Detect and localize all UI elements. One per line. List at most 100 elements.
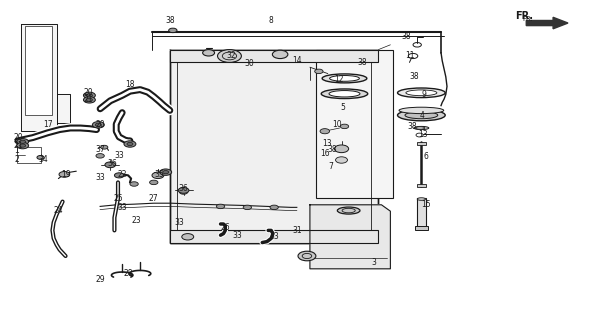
Polygon shape: [310, 205, 390, 269]
Text: 16: 16: [320, 149, 330, 158]
Circle shape: [272, 50, 288, 59]
Text: 30: 30: [244, 60, 254, 68]
Text: 20: 20: [83, 88, 93, 97]
Text: 15: 15: [421, 200, 431, 209]
Circle shape: [150, 180, 158, 185]
Text: 38: 38: [165, 16, 175, 25]
Circle shape: [114, 173, 124, 178]
Text: FR.: FR.: [522, 16, 533, 22]
Text: 33: 33: [174, 218, 184, 227]
Ellipse shape: [330, 76, 359, 81]
Text: 2: 2: [14, 156, 19, 164]
Bar: [417, 142, 426, 145]
Text: 37: 37: [95, 145, 105, 154]
Bar: [417, 198, 426, 227]
Ellipse shape: [415, 127, 424, 129]
Text: 18: 18: [125, 80, 135, 89]
Bar: [170, 50, 378, 243]
Circle shape: [20, 144, 26, 147]
Text: 19: 19: [61, 170, 70, 179]
Text: 33: 33: [95, 173, 105, 182]
Circle shape: [127, 142, 133, 146]
Polygon shape: [21, 24, 70, 131]
Bar: [170, 230, 378, 243]
Bar: [25, 26, 52, 115]
Text: 36: 36: [107, 159, 117, 168]
Polygon shape: [526, 17, 568, 29]
Circle shape: [298, 251, 316, 261]
Circle shape: [243, 205, 252, 210]
Text: 38: 38: [402, 32, 411, 41]
Text: 6: 6: [424, 152, 429, 161]
Ellipse shape: [399, 107, 443, 114]
Text: 26: 26: [221, 223, 230, 232]
Text: 20: 20: [95, 120, 105, 129]
Circle shape: [17, 142, 29, 149]
Circle shape: [340, 124, 349, 129]
Text: 24: 24: [54, 206, 63, 215]
Circle shape: [218, 50, 241, 62]
Text: 13: 13: [322, 139, 331, 148]
Text: 29: 29: [95, 276, 105, 284]
Text: 21: 21: [13, 141, 23, 150]
Ellipse shape: [405, 112, 437, 119]
Circle shape: [320, 129, 330, 134]
Circle shape: [178, 188, 189, 193]
Circle shape: [37, 156, 44, 159]
Circle shape: [101, 145, 108, 149]
Bar: [17, 147, 41, 163]
Bar: [415, 226, 428, 230]
Ellipse shape: [417, 198, 426, 200]
Text: 36: 36: [179, 184, 188, 193]
Circle shape: [160, 169, 172, 175]
Circle shape: [83, 97, 95, 103]
Circle shape: [169, 28, 177, 33]
Circle shape: [83, 92, 95, 99]
Circle shape: [96, 154, 104, 158]
Text: 38: 38: [328, 145, 337, 154]
Circle shape: [179, 190, 188, 194]
Text: 33: 33: [114, 151, 124, 160]
Circle shape: [182, 234, 194, 240]
Bar: [316, 50, 393, 198]
Text: 27: 27: [149, 194, 159, 203]
Circle shape: [95, 123, 101, 126]
Text: 32: 32: [226, 52, 236, 60]
Bar: [177, 53, 371, 239]
Circle shape: [17, 139, 29, 145]
Circle shape: [334, 145, 349, 153]
Bar: [170, 50, 378, 62]
Ellipse shape: [406, 90, 437, 96]
Text: 11: 11: [405, 52, 415, 60]
Circle shape: [203, 50, 215, 56]
Circle shape: [86, 94, 92, 97]
Text: 33: 33: [232, 231, 242, 240]
Circle shape: [130, 182, 138, 186]
Text: FR.: FR.: [516, 11, 533, 21]
Ellipse shape: [321, 89, 368, 99]
Text: 21: 21: [83, 95, 93, 104]
Circle shape: [315, 69, 323, 74]
Text: 35: 35: [155, 170, 164, 179]
Ellipse shape: [329, 91, 360, 97]
Circle shape: [124, 141, 136, 147]
Text: 33: 33: [269, 232, 279, 241]
Circle shape: [270, 205, 278, 210]
Circle shape: [163, 171, 169, 174]
Ellipse shape: [398, 88, 445, 98]
Circle shape: [20, 140, 26, 143]
Circle shape: [59, 172, 70, 177]
Circle shape: [86, 98, 92, 101]
Text: 14: 14: [292, 56, 302, 65]
Text: 20: 20: [13, 133, 23, 142]
Text: 28: 28: [123, 269, 133, 278]
Text: 34: 34: [38, 156, 48, 164]
Text: 31: 31: [292, 226, 302, 235]
Text: 33: 33: [117, 203, 127, 212]
Text: 13: 13: [418, 130, 428, 139]
Circle shape: [336, 157, 347, 163]
Circle shape: [154, 172, 162, 177]
Text: 4: 4: [420, 111, 424, 120]
Text: 23: 23: [131, 216, 141, 225]
Bar: [417, 184, 426, 187]
